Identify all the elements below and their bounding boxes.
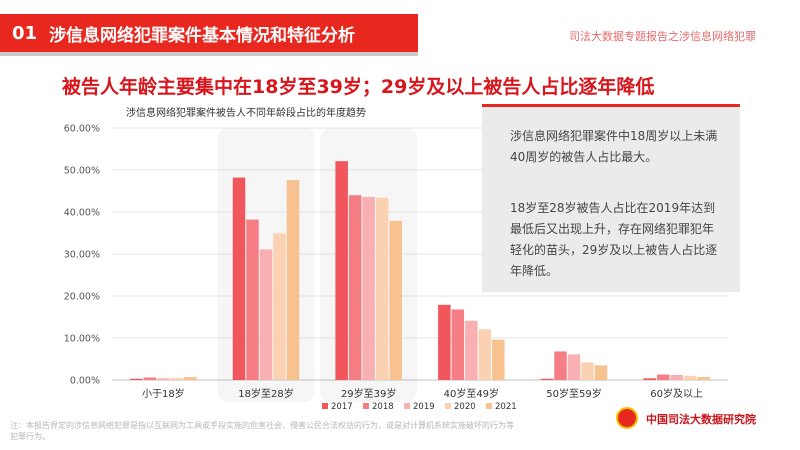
section-title: 涉信息网络犯罪案件基本情况和特征分析 <box>49 25 356 46</box>
bar <box>540 378 554 380</box>
bar <box>130 378 143 380</box>
footnote: 注：本报告界定的涉信息网络犯罪是指以互联网为工具或手段实施的危害社会、侵害公民合… <box>10 421 514 441</box>
side-box-accent-line <box>482 104 740 107</box>
bar <box>170 377 184 380</box>
bar <box>697 377 710 380</box>
bar <box>670 374 683 380</box>
bar <box>478 329 492 380</box>
x-category-label: 小于18岁 <box>142 387 185 400</box>
title-shadow <box>0 52 418 56</box>
y-tick-label: 0.00% <box>70 376 100 387</box>
legend-label: 2017 <box>331 402 353 412</box>
side-text-box <box>482 104 740 292</box>
legend-label: 2021 <box>495 402 517 412</box>
bar <box>643 378 656 380</box>
bar <box>157 378 170 380</box>
bar <box>451 309 465 380</box>
x-category-label: 29岁至39岁 <box>341 387 396 400</box>
y-tick-label: 10.00% <box>64 334 100 345</box>
bar <box>389 220 402 380</box>
court-emblem-icon <box>616 407 638 429</box>
bar <box>656 374 670 380</box>
bar <box>335 161 348 380</box>
y-tick-label: 50.00% <box>64 166 100 177</box>
legend-swatch <box>486 403 492 409</box>
legend-swatch <box>322 403 328 409</box>
bar <box>567 354 581 380</box>
bar <box>554 351 567 380</box>
legend-label: 2019 <box>413 402 435 412</box>
x-category-label: 50岁至59岁 <box>546 387 601 400</box>
chart-title: 涉信息网络犯罪案件被告人不同年龄段占比的年度趋势 <box>126 108 366 119</box>
bar <box>581 362 594 380</box>
x-category-label: 60岁及以上 <box>650 387 703 400</box>
legend-swatch <box>404 403 410 409</box>
report-series-label: 司法大数据专题报告之涉信息网络犯罪 <box>569 30 756 43</box>
bar <box>375 197 389 380</box>
section-title-bar: 01 涉信息网络犯罪案件基本情况和特征分析 <box>0 14 418 52</box>
y-tick-label: 20.00% <box>64 292 100 303</box>
side-text-paragraph-1: 涉信息网络犯罪案件中18周岁以上未满40周岁的被告人占比最大。 <box>510 129 718 164</box>
side-text-paragraph-2: 18岁至28岁被告人占比在2019年达到最低后又出现上升，存在网络犯罪犯年轻化的… <box>510 201 718 278</box>
bar <box>259 249 273 380</box>
y-tick-label: 30.00% <box>64 250 100 261</box>
bar <box>184 377 197 380</box>
legend-label: 2018 <box>372 402 394 412</box>
bar <box>246 219 259 380</box>
section-number: 01 <box>12 22 38 44</box>
bar <box>273 233 286 380</box>
bar <box>438 304 451 380</box>
legend-label: 2020 <box>454 402 476 412</box>
bar <box>348 195 362 380</box>
organization-name: 中国司法大数据研究院 <box>646 413 756 426</box>
bar <box>683 375 697 380</box>
x-category-label: 40岁至49岁 <box>444 387 499 400</box>
bar <box>362 196 375 380</box>
bar <box>232 177 246 380</box>
bar <box>286 180 300 380</box>
slide-subtitle: 被告人年龄主要集中在18岁至39岁；29岁及以上被告人占比逐年降低 <box>62 76 655 98</box>
bar <box>492 339 505 380</box>
y-tick-label: 60.00% <box>64 124 100 135</box>
legend-swatch <box>363 403 369 409</box>
bar <box>465 320 478 380</box>
y-tick-label: 40.00% <box>64 208 100 219</box>
legend-swatch <box>445 403 451 409</box>
bar <box>143 377 157 380</box>
bar <box>594 365 608 380</box>
x-category-label: 18岁至28岁 <box>238 387 293 400</box>
